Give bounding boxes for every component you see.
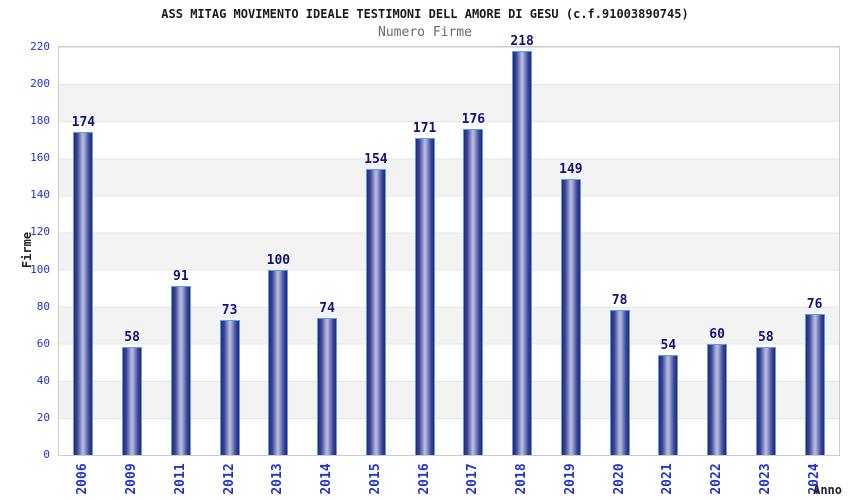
- y-tick-label: 0: [43, 448, 50, 461]
- bar-value-label: 154: [364, 152, 388, 168]
- bar-2018: [512, 50, 533, 455]
- bar-2014: [317, 317, 338, 455]
- bar-2011: [170, 286, 191, 455]
- bar-value-label: 149: [559, 161, 583, 177]
- x-tick-label: 2018: [514, 463, 530, 495]
- y-tick-label: 200: [30, 77, 50, 91]
- x-tick-label: 2020: [611, 463, 627, 495]
- y-tick-label: 120: [30, 225, 50, 239]
- bar-2013: [268, 269, 289, 455]
- bar-value-label: 91: [173, 269, 189, 285]
- bar-value-label: 74: [319, 300, 335, 316]
- bar-value-label: 60: [709, 326, 725, 342]
- x-tick-label: 2013: [270, 463, 286, 495]
- x-tick-label: 2019: [562, 463, 578, 495]
- bar-2022: [707, 343, 728, 455]
- x-tick-label: 2014: [319, 463, 335, 495]
- y-tick-label: 100: [30, 262, 50, 276]
- x-tick-label: 2021: [660, 463, 676, 495]
- y-tick-label: 140: [30, 188, 50, 202]
- x-tick-label: 2015: [367, 463, 383, 495]
- bar-value-label: 176: [461, 111, 486, 127]
- y-tick-label: 20: [36, 410, 50, 424]
- plot-area: 174 58 91 73 100 74 154 171 176 218 149 78 54 60 58 76: [58, 34, 840, 456]
- bar-value-label: 54: [660, 337, 677, 353]
- bar-value-label: 73: [221, 302, 238, 318]
- x-tick-label: 2016: [416, 463, 432, 495]
- bar-value-label: 174: [71, 115, 96, 131]
- y-tick-label: 160: [30, 151, 50, 165]
- bar-value-label: 76: [806, 297, 823, 313]
- x-tick-label: 2023: [757, 463, 773, 495]
- bar-2023: [755, 347, 776, 455]
- x-tick-label: 2017: [465, 463, 481, 495]
- bar-2019: [560, 178, 581, 455]
- bar-2006: [73, 132, 94, 455]
- bar-value-label: 78: [611, 293, 628, 309]
- bar-2020: [609, 310, 630, 455]
- y-tick-label: 220: [30, 40, 50, 53]
- bar-2015: [365, 169, 386, 455]
- y-tick-label: 40: [36, 373, 50, 387]
- bar-value-label: 171: [412, 120, 437, 136]
- bar-2016: [414, 137, 435, 455]
- bar-value-label: 100: [266, 252, 291, 268]
- bar-2012: [219, 319, 240, 455]
- x-tick-label: 2012: [221, 463, 237, 495]
- x-tick-label: 2022: [709, 463, 725, 495]
- bar-2021: [658, 354, 679, 455]
- x-tick-label: 2009: [124, 463, 140, 495]
- y-tick-label: 60: [36, 336, 50, 350]
- x-tick-label: 2011: [172, 463, 188, 495]
- bar-value-label: 58: [124, 330, 140, 346]
- bar-2009: [122, 347, 143, 455]
- chart-subtitle: Numero Firme: [378, 25, 472, 40]
- y-tick-label: 80: [36, 299, 50, 313]
- bar-2017: [463, 128, 484, 455]
- x-axis-title: Anno: [813, 483, 842, 497]
- bar-value-label: 218: [510, 33, 534, 49]
- bar-2024: [804, 314, 825, 455]
- chart-title: ASS MITAG MOVIMENTO IDEALE TESTIMONI DEL…: [161, 7, 689, 21]
- bar-value-label: 58: [758, 330, 774, 346]
- x-tick-label: 2006: [75, 463, 91, 495]
- y-tick-label: 180: [30, 114, 50, 128]
